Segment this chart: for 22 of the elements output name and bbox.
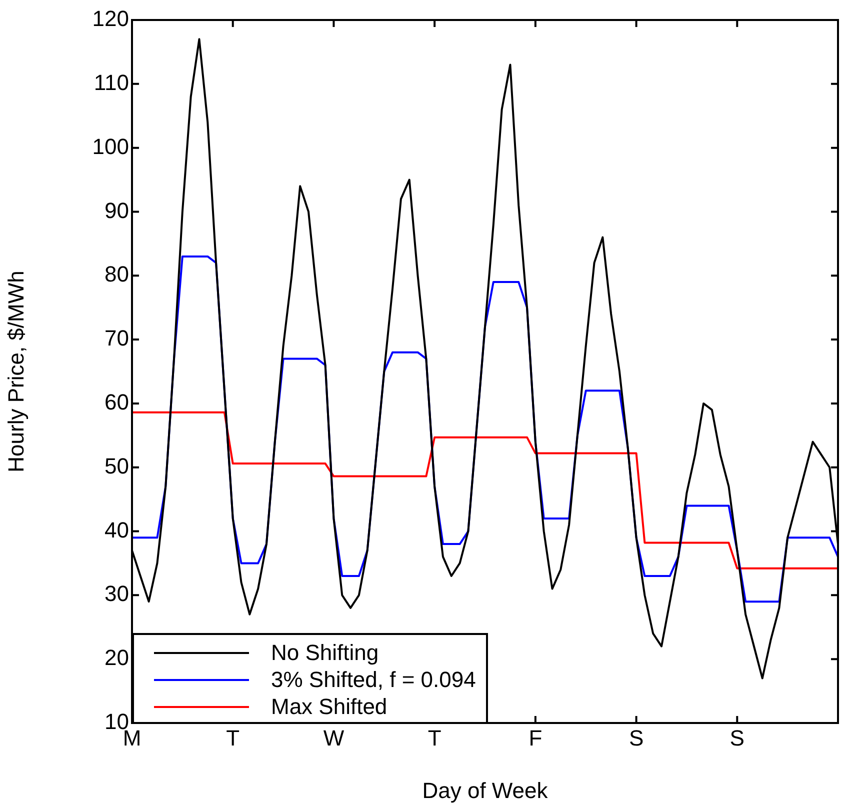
y-tick-label: 20: [104, 645, 129, 670]
y-axis-title: Hourly Price, $/MWh: [3, 270, 28, 472]
y-tick-label: 110: [94, 70, 129, 95]
x-tick-label: W: [323, 725, 344, 750]
x-tick-label: S: [628, 725, 644, 750]
y-tick-label: 120: [92, 6, 129, 32]
x-tick-label: S: [730, 725, 744, 750]
y-tick-label: 90: [104, 198, 129, 223]
y-tick-label: 70: [104, 326, 129, 351]
y-tick-label: 30: [104, 581, 129, 606]
x-tick-label: T: [226, 725, 240, 750]
x-axis-title: Day of Week: [422, 778, 549, 803]
x-tick-label: F: [528, 725, 542, 750]
legend-label: No Shifting: [271, 639, 379, 666]
y-tick-label: 60: [104, 390, 129, 415]
x-tick-label: T: [428, 725, 442, 750]
legend-label: 3% Shifted, f = 0.094: [271, 666, 476, 693]
y-tick-label: 80: [104, 262, 129, 287]
y-tick-label: 40: [104, 517, 129, 542]
y-tick-label: 50: [104, 453, 129, 478]
y-tick-label: 100: [92, 134, 129, 159]
legend-label: Max Shifted: [271, 693, 388, 720]
